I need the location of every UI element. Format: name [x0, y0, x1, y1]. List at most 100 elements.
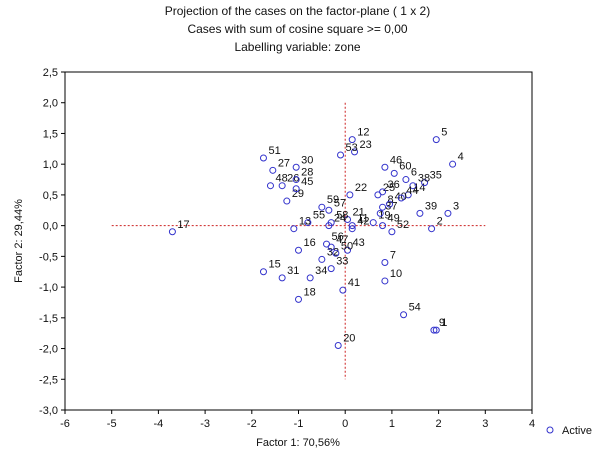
point-label: 24 — [334, 213, 346, 225]
point-label: 54 — [409, 302, 421, 314]
x-tick-label: 3 — [482, 418, 488, 430]
point-label: 31 — [287, 265, 299, 277]
point-label: 44 — [406, 185, 418, 197]
point-label: 36 — [388, 179, 400, 191]
point-label: 46 — [390, 154, 402, 166]
point-marker — [397, 194, 405, 202]
point-marker — [318, 203, 326, 211]
point-label: 52 — [397, 219, 409, 231]
point-marker — [318, 255, 326, 263]
point-marker — [304, 219, 312, 227]
point-label: 48 — [275, 173, 287, 185]
point-label: 17 — [177, 219, 189, 231]
point-marker — [292, 176, 300, 184]
point-label: 35 — [430, 170, 442, 182]
point-label: 18 — [304, 286, 316, 298]
point-marker — [379, 203, 387, 211]
point-label: 8 — [388, 194, 394, 206]
y-tick-label: -3,0 — [39, 405, 58, 417]
point-marker — [444, 209, 452, 217]
point-label: 15 — [268, 259, 280, 271]
point-label: 43 — [353, 237, 365, 249]
point-marker — [339, 286, 347, 294]
point-label: 10 — [390, 268, 402, 280]
point-marker — [376, 209, 384, 217]
point-marker — [344, 215, 352, 223]
point-label: 25 — [383, 182, 395, 194]
point-label: 16 — [304, 237, 316, 249]
point-marker — [379, 222, 387, 230]
y-tick-label: -1,0 — [39, 282, 58, 294]
point-marker — [332, 249, 340, 257]
point-label: 1 — [441, 317, 447, 329]
point-marker — [449, 160, 457, 168]
point-label: 56 — [332, 231, 344, 243]
x-tick-label: -5 — [107, 418, 117, 430]
point-marker — [290, 225, 298, 233]
point-marker — [266, 182, 274, 190]
point-marker — [348, 225, 356, 233]
point-label: 45 — [301, 176, 313, 188]
point-marker — [323, 240, 331, 248]
chart-title-line-2: Cases with sum of cosine square >= 0,00 — [187, 22, 408, 36]
point-marker — [416, 209, 424, 217]
point-marker — [348, 136, 356, 144]
point-label: 6 — [411, 167, 417, 179]
y-axis-ticks: 2,5 2,0 1,5 1,0 0,5 0,0 -0,5 -1,0 -1,5 -2,0 -2,5 -3… — [39, 67, 65, 417]
point-marker — [292, 185, 300, 193]
point-label: 23 — [360, 139, 372, 151]
x-tick-label: -4 — [154, 418, 164, 430]
point-label: 42 — [357, 216, 369, 228]
y-tick-label: -0,5 — [39, 251, 58, 263]
legend-marker — [546, 426, 554, 434]
point-marker — [334, 341, 342, 349]
point-label: 22 — [355, 182, 367, 194]
point-marker — [409, 182, 417, 190]
y-tick-label: -2,0 — [39, 344, 58, 356]
point-label: 34 — [315, 265, 327, 277]
point-marker — [327, 265, 335, 273]
point-marker — [278, 274, 286, 282]
y-tick-label: 0,5 — [43, 190, 58, 202]
x-tick-label: -2 — [247, 418, 257, 430]
point-marker — [259, 154, 267, 162]
point-marker — [348, 222, 356, 230]
point-marker — [381, 259, 389, 267]
point-marker — [369, 219, 377, 227]
y-tick-label: 1,0 — [43, 159, 58, 171]
point-marker — [327, 219, 335, 227]
point-label: 41 — [348, 277, 360, 289]
point-label: 50 — [341, 240, 353, 252]
point-marker — [400, 311, 408, 319]
point-marker — [351, 148, 359, 156]
point-marker — [381, 277, 389, 285]
point-label: 51 — [268, 145, 280, 157]
point-marker — [283, 197, 291, 205]
point-label: 7 — [390, 250, 396, 262]
point-label: 3 — [453, 200, 459, 212]
x-tick-label: -3 — [200, 418, 210, 430]
x-tick-label: 1 — [389, 418, 395, 430]
point-label: 59 — [327, 194, 339, 206]
point-marker — [344, 246, 352, 254]
point-marker — [432, 326, 440, 334]
x-tick-label: 2 — [436, 418, 442, 430]
point-label: 5 — [441, 127, 447, 139]
y-axis-label: Factor 2: 29,44% — [13, 199, 25, 283]
point-label: 30 — [301, 154, 313, 166]
point-marker — [390, 169, 398, 177]
point-label: 2 — [437, 216, 443, 228]
point-label: 39 — [425, 200, 437, 212]
point-label: 11 — [357, 213, 368, 225]
point-label: 55 — [313, 210, 325, 222]
data-points: 1234567891011121314151617181920212223242… — [168, 127, 464, 349]
point-label: 27 — [278, 157, 290, 169]
y-tick-label: 1,5 — [43, 128, 58, 140]
chart-title-line-3: Labelling variable: zone — [234, 40, 361, 54]
point-label: 38 — [418, 173, 430, 185]
x-tick-label: -1 — [294, 418, 304, 430]
point-marker — [421, 179, 429, 187]
point-label: 33 — [336, 256, 348, 268]
point-label: 9 — [439, 317, 445, 329]
